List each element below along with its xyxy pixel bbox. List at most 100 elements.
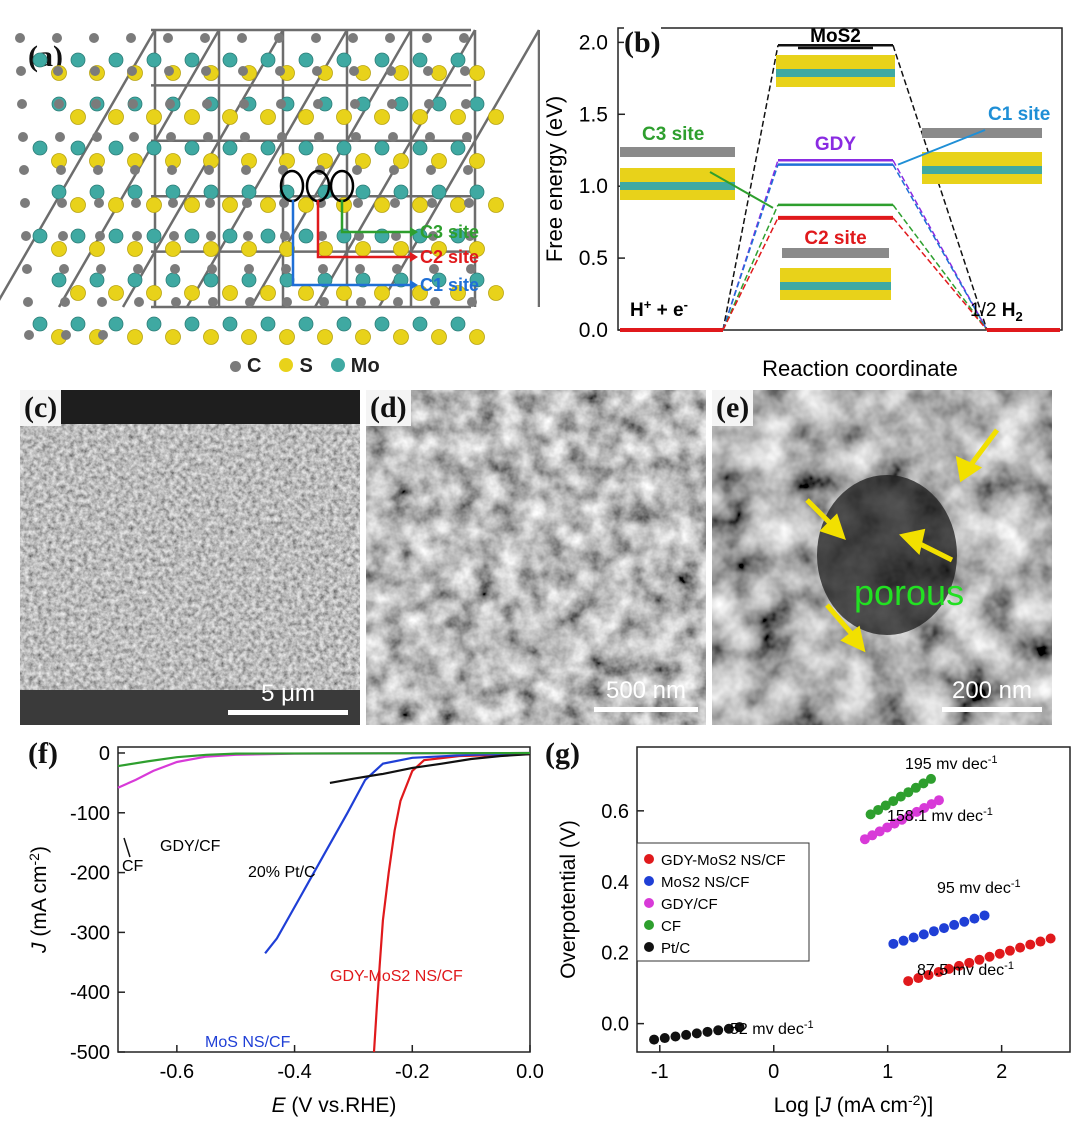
slope-label-4: 52 mv dec-1 [730,1019,814,1038]
plot-frame-f [117,746,531,1053]
ytick-3: 1.5 [579,103,608,126]
g-xtick-2: 1 [882,1061,893,1083]
sem-image-d: (d) 500 nm [366,390,706,725]
f-y-axis-label: J (mA cm-2) [26,846,51,954]
arrow-c3 [340,200,410,234]
arrow-c2 [316,200,410,259]
label-gdy-mos2-ns-cf: GDY-MoS2 NS/CF [330,968,463,985]
legend-text-1: MoS2 NS/CF [661,874,749,891]
f-xtick-2: -0.2 [395,1061,429,1083]
point [873,804,884,815]
point [911,806,922,817]
curve-1 [264,752,531,954]
site-label-c2: C2 site [420,247,480,267]
panel-b: 0.0 0.5 1.0 1.5 2.0 Free energy (eV) Reaction … [540,0,1080,385]
c2-slab-illustration [780,268,891,300]
arrow-c3-site [709,171,774,209]
series-1 [888,910,990,949]
f-x-axis-label: E (V vs.RHE) [272,1094,397,1117]
f-xtick-0: -0.6 [160,1061,194,1083]
connector-left-2 [722,164,779,331]
point [865,809,876,820]
panel-f-label: (f) [28,737,58,770]
point [670,1031,681,1042]
point [713,1025,724,1036]
legend-mo: Mo [330,355,380,378]
y-axis-label: Free energy (eV) [542,96,567,262]
sem-image-e: (e) porous 200 nm [712,390,1052,725]
connector-right-1 [892,159,988,331]
scale-bar-d: 500 nm [594,677,698,712]
point [919,803,930,813]
point [867,830,878,841]
label-mos2-ns-cf: MoS NS/CF [205,1034,291,1051]
label-initial-state: H+ + e- [630,297,688,321]
point [923,969,934,980]
connector-right-2 [892,164,988,331]
c3-slab-illustration [620,168,735,200]
connector-right-4 [892,217,988,331]
point [969,913,980,924]
f-ytick-0: 0 [99,743,110,765]
connector-left-4 [722,217,779,331]
porous-annotation: porous [854,572,965,613]
point [943,963,954,974]
curve-0 [372,753,531,1053]
f-ytick-4: -400 [70,982,110,1004]
g-ytick-1: 0.2 [601,943,629,965]
legend-text-3: CF [661,918,681,935]
point [964,957,975,968]
slope-label-1: 158.1 mv dec-1 [887,806,993,825]
series-4 [649,1022,745,1045]
point [1045,933,1056,944]
connector-right-3 [892,204,988,331]
point [859,834,870,845]
polarization-chart: 0 -100 -200 -300 -400 -500 -0.6 -0.4 -0.2 0.0 J (m… [26,743,544,1117]
site-label-c1: C1 site [420,275,480,295]
series-2 [859,795,944,845]
point [903,787,914,798]
point [880,800,891,811]
point [908,932,919,943]
label-gdy-cf: GDY/CF [160,838,221,855]
point [910,782,921,793]
point [928,926,939,937]
point [874,826,885,837]
label-final-state: 1/2 H2 [970,300,1023,324]
point [1035,936,1046,947]
connector-left-0 [722,45,779,331]
legend-marker-3 [644,920,654,930]
g-xtick-0: -1 [651,1061,669,1083]
legend-text-4: Pt/C [661,940,690,957]
point [903,976,914,987]
point [681,1029,692,1040]
point [954,960,965,971]
panel-d-label: (d) [366,390,411,426]
label-c3-site: C3 site [642,124,704,145]
f-ytick-5: -500 [70,1042,110,1064]
panel-b-label: (b) [624,26,661,60]
point [888,938,899,949]
point [913,973,924,984]
point [1025,939,1036,950]
point [918,778,929,789]
label-c2-site: C2 site [804,228,866,249]
f-xtick-3: 0.0 [516,1061,544,1083]
point [994,948,1005,959]
c1-slab-illustration [922,152,1042,184]
point [898,935,909,946]
point [904,810,915,821]
sem-image-c: (c) 5 μm [20,390,360,725]
point [933,795,944,806]
ytick-2: 1.0 [579,175,608,198]
f-ytick-1: -100 [70,803,110,825]
label-pt-c: 20% Pt/C [248,864,316,881]
curve-2 [329,753,531,784]
connector-right-0 [892,45,988,331]
point [702,1026,713,1037]
g-ytick-2: 0.4 [601,872,629,894]
point [734,1022,745,1033]
legend-marker-2 [644,898,654,908]
point [882,822,893,833]
label-gdy: GDY [815,134,857,155]
